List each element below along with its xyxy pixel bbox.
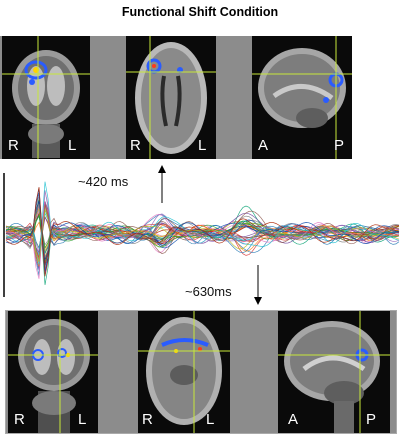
bottom-coronal-right-label: L xyxy=(78,411,87,428)
top-axial-right-label: L xyxy=(198,137,207,154)
top-axial-slice: R L xyxy=(126,36,216,159)
annotation-630ms: ~630ms xyxy=(185,284,232,299)
top-coronal-left-label: R xyxy=(8,137,19,154)
eeg-trace xyxy=(5,209,400,263)
arrow-down-icon xyxy=(254,297,262,305)
top-sagittal-right-label: P xyxy=(334,137,345,154)
bottom-coronal-slice: R L xyxy=(8,311,98,433)
bottom-sagittal-right-label: P xyxy=(366,411,377,428)
top-coronal-slice: R L xyxy=(2,36,90,159)
bottom-axial-right-label: L xyxy=(206,411,215,428)
top-sagittal-image xyxy=(252,36,352,159)
eeg-trace xyxy=(5,181,400,265)
top-coronal-image xyxy=(2,36,90,159)
arrow-up-icon xyxy=(158,165,166,173)
eeg-trace xyxy=(5,204,400,262)
eeg-trace xyxy=(5,187,400,277)
bottom-axial-left-label: R xyxy=(142,411,153,428)
bottom-coronal-image xyxy=(8,311,98,433)
eeg-butterfly-plot xyxy=(3,165,400,305)
bottom-coronal-left-label: R xyxy=(14,411,25,428)
top-axial-left-label: R xyxy=(130,137,141,154)
eeg-trace xyxy=(5,202,400,253)
eeg-trace xyxy=(5,200,400,275)
bottom-axial-image xyxy=(138,311,230,433)
eeg-trace xyxy=(5,188,400,272)
eeg-trace xyxy=(5,201,400,271)
figure-title: Functional Shift Condition xyxy=(121,5,279,19)
bottom-scan-panel: R L R L A P xyxy=(5,310,397,434)
eeg-trace xyxy=(5,201,400,259)
eeg-trace xyxy=(5,205,400,267)
top-coronal-right-label: L xyxy=(68,137,77,154)
top-scan-panel: R L R L A P xyxy=(0,36,352,159)
top-axial-image xyxy=(126,36,216,159)
bottom-sagittal-image xyxy=(278,311,390,433)
bottom-sagittal-slice: A P xyxy=(278,311,390,433)
eeg-trace xyxy=(5,203,400,258)
top-sagittal-left-label: A xyxy=(258,137,269,154)
annotation-420ms: ~420 ms xyxy=(78,174,129,189)
top-sagittal-slice: A P xyxy=(252,36,352,159)
bottom-axial-slice: R L xyxy=(138,311,230,433)
bottom-sagittal-left-label: A xyxy=(288,411,299,428)
